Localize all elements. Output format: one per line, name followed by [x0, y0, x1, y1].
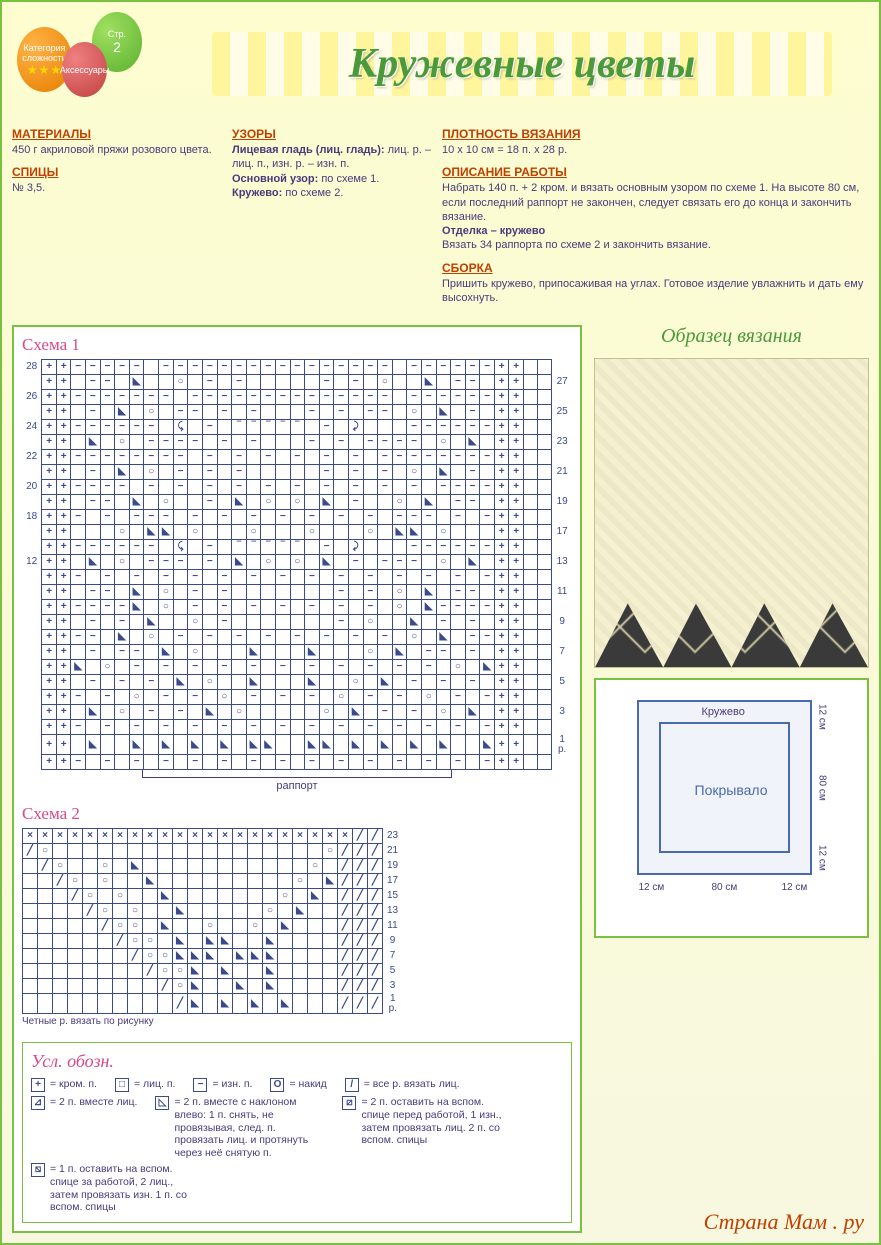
chart2: ××××××××××××××××××××××╱╱23╱○○╱╱╱21╱○○◣○╱… — [22, 828, 403, 1014]
legend-item: /= все р. вязать лиц. — [345, 1078, 460, 1092]
dim-label: 80 см — [817, 775, 828, 801]
gauge-title: ПЛОТНОСТЬ ВЯЗАНИЯ — [442, 127, 869, 141]
gauge-text: 10 х 10 см = 18 п. х 28 р. — [442, 143, 869, 157]
legend-item: −= изн. п. — [193, 1078, 252, 1092]
rapport-label: раппорт — [22, 780, 572, 792]
dim-label: 12 см — [817, 704, 828, 730]
schematic-inner-label: Покрывало — [695, 782, 768, 798]
assembly-text: Пришить кружево, припосаживая на углах. … — [442, 277, 869, 306]
legend-item: ⧅= 1 п. оставить на вспом. спице за рабо… — [31, 1163, 200, 1213]
balloon-category: Аксессуары — [62, 42, 107, 97]
page: Стр. 2 Категория сложности ★★★ Аксессуар… — [0, 0, 881, 1245]
materials-text: 450 г акриловой пряжи розового цвета. — [12, 143, 222, 157]
legend-item: += кром. п. — [31, 1078, 97, 1092]
main-content: Схема 1 28++−−−−−−−−−−−−−−−−−−−−−−−−−−−+… — [12, 325, 869, 1232]
legend-item: ◺= 2 п. вместе с наклоном влево: 1 п. сн… — [155, 1096, 324, 1159]
instructions-title: ОПИСАНИЕ РАБОТЫ — [442, 165, 869, 179]
chart2-note: Четные р. вязать по рисунку — [22, 1016, 572, 1027]
needles-text: № 3,5. — [12, 181, 222, 195]
charts-box: Схема 1 28++−−−−−−−−−−−−−−−−−−−−−−−−−−−+… — [12, 325, 582, 1232]
chart1-title: Схема 1 — [22, 335, 572, 355]
legend-item: ⊿= 2 п. вместе лиц. — [31, 1096, 137, 1159]
assembly-title: СБОРКА — [442, 261, 869, 275]
chart2-title: Схема 2 — [22, 804, 572, 824]
chart1: 28++−−−−−−−−−−−−−−−−−−−−−−−−−−−++++−−◣○−… — [22, 359, 572, 770]
schematic-box: Кружево Покрывало 12 см 80 см 12 см 12 с… — [594, 678, 869, 938]
dim-label: 80 см — [712, 882, 738, 893]
balloons: Стр. 2 Категория сложности ★★★ Аксессуар… — [17, 12, 167, 132]
legend-box: Усл. обозн. += кром. п. □= лиц. п. −= изн.… — [22, 1042, 572, 1222]
legend-item: O= накид — [270, 1078, 326, 1092]
schematic-outer-label: Кружево — [702, 706, 745, 718]
dim-label: 12 см — [782, 882, 808, 893]
legend-item: □= лиц. п. — [115, 1078, 176, 1092]
info-columns: МАТЕРИАЛЫ 450 г акриловой пряжи розового… — [12, 127, 869, 313]
legend-title: Усл. обозн. — [31, 1051, 563, 1072]
watermark: Страна Мам . ру — [704, 1209, 864, 1235]
needles-title: СПИЦЫ — [12, 165, 222, 179]
sample-swatch-image — [594, 358, 869, 668]
dim-label: 12 см — [817, 845, 828, 871]
patterns-title: УЗОРЫ — [232, 127, 432, 141]
page-title: Кружевные цветы — [212, 32, 832, 96]
header: Стр. 2 Категория сложности ★★★ Аксессуар… — [12, 12, 869, 122]
balloon-page-number: 2 — [113, 39, 121, 55]
legend-item: ⧄= 2 п. оставить на вспом. спице перед р… — [342, 1096, 511, 1159]
sample-title: Образец вязания — [594, 325, 869, 348]
dim-label: 12 см — [639, 882, 665, 893]
difficulty-stars: ★★★ — [27, 63, 62, 77]
patterns-text: Лицевая гладь (лиц. гладь): лиц. р. – ли… — [232, 143, 432, 200]
balloon-label: Аксессуары — [60, 65, 109, 75]
balloon-label: Стр. — [108, 29, 126, 39]
instructions-text: Набрать 140 п. + 2 кром. и вязать основн… — [442, 181, 869, 252]
schematic: Кружево Покрывало 12 см 80 см 12 см 12 с… — [617, 690, 847, 920]
